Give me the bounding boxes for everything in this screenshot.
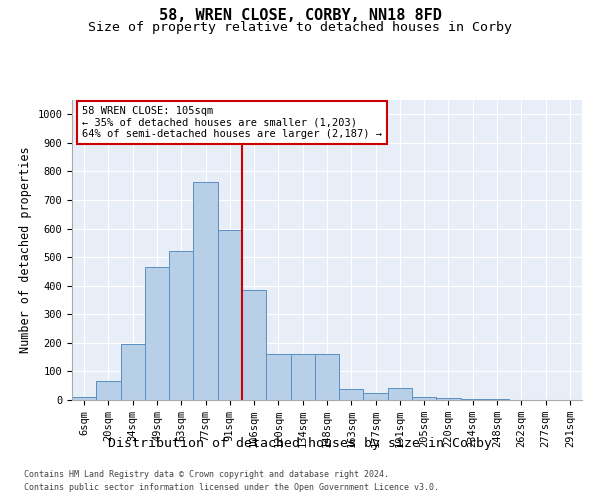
Bar (218, 230, 242, 400)
Bar (266, 354, 290, 400)
Bar (193, 182, 218, 400)
Bar (121, 344, 145, 400)
Bar (388, 388, 412, 400)
Bar (315, 354, 339, 400)
Bar (412, 396, 436, 400)
Bar (169, 252, 193, 400)
Bar (339, 390, 364, 400)
Bar (72, 397, 96, 400)
Bar (145, 266, 169, 400)
Y-axis label: Number of detached properties: Number of detached properties (19, 146, 32, 354)
Bar (96, 382, 121, 400)
Bar (242, 290, 266, 400)
Text: Contains public sector information licensed under the Open Government Licence v3: Contains public sector information licen… (24, 482, 439, 492)
Text: Size of property relative to detached houses in Corby: Size of property relative to detached ho… (88, 21, 512, 34)
Bar (461, 399, 485, 400)
Text: Distribution of detached houses by size in Corby: Distribution of detached houses by size … (108, 438, 492, 450)
Text: Contains HM Land Registry data © Crown copyright and database right 2024.: Contains HM Land Registry data © Crown c… (24, 470, 389, 479)
Bar (364, 393, 388, 400)
Bar (436, 398, 461, 400)
Text: 58, WREN CLOSE, CORBY, NN18 8FD: 58, WREN CLOSE, CORBY, NN18 8FD (158, 8, 442, 22)
Bar (290, 354, 315, 400)
Text: 58 WREN CLOSE: 105sqm
← 35% of detached houses are smaller (1,203)
64% of semi-d: 58 WREN CLOSE: 105sqm ← 35% of detached … (82, 106, 382, 139)
